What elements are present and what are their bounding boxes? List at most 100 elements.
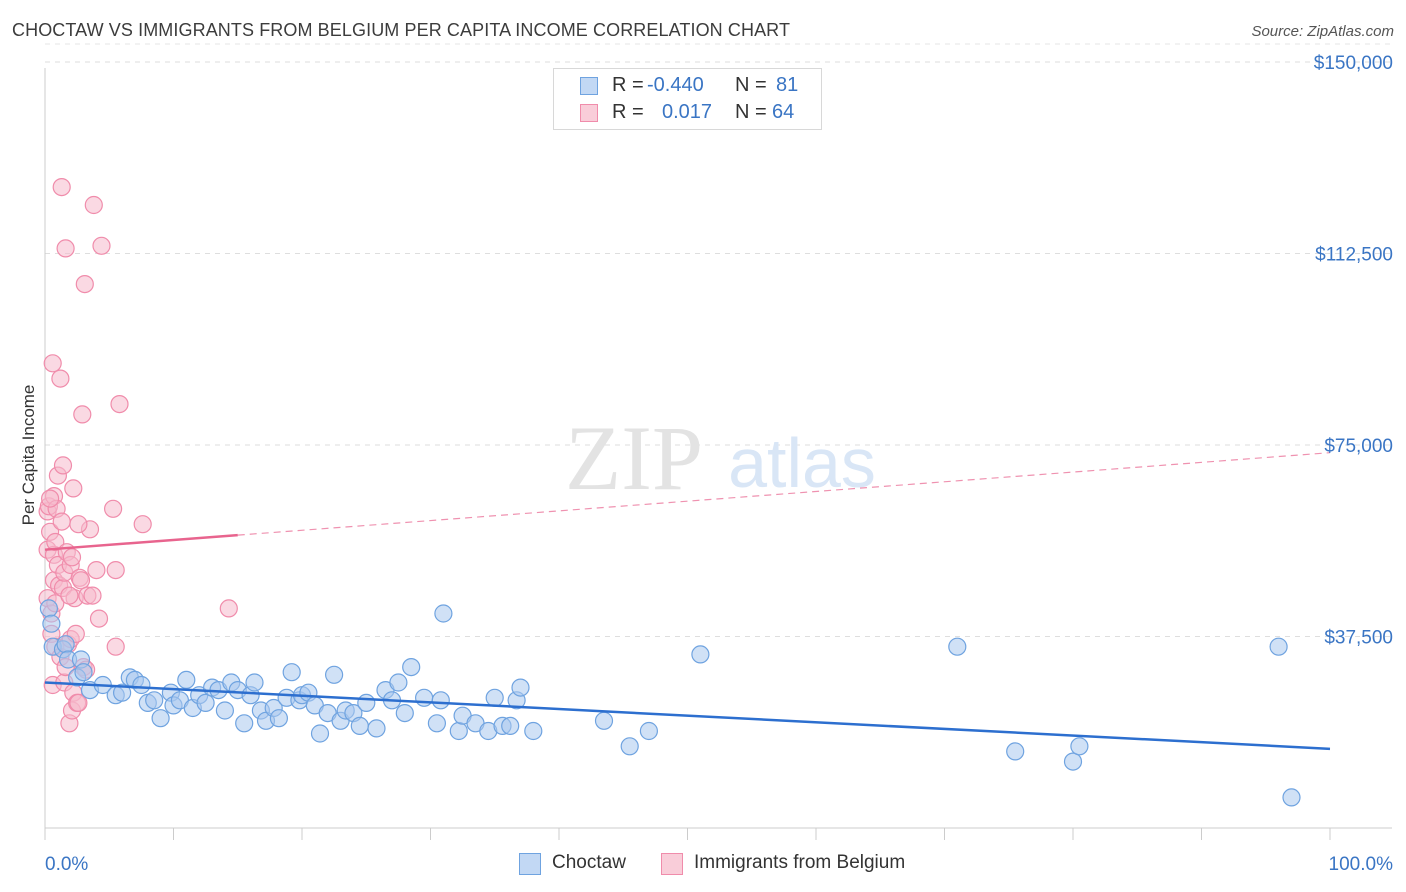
choctaw-point xyxy=(145,691,164,710)
belgium-point xyxy=(106,637,125,656)
chart-title: CHOCTAW VS IMMIGRANTS FROM BELGIUM PER C… xyxy=(12,20,791,40)
choctaw-point xyxy=(177,670,196,690)
choctaw-point xyxy=(691,645,710,664)
choctaw-point xyxy=(269,709,288,728)
watermark-logo: ZIP atlas xyxy=(565,407,876,509)
stats-r-label: R = xyxy=(612,74,644,96)
trend-line-solid xyxy=(44,681,1331,751)
choctaw-point xyxy=(1269,637,1288,656)
choctaw-point xyxy=(245,673,264,692)
choctaw-point xyxy=(235,714,254,733)
belgium-point xyxy=(71,571,91,590)
choctaw-point xyxy=(485,688,504,707)
choctaw-point xyxy=(524,721,543,741)
choctaw-point xyxy=(56,635,75,654)
legend-swatch-belgium xyxy=(661,853,683,875)
choctaw-point xyxy=(132,675,151,695)
choctaw-point xyxy=(415,688,434,707)
stats-r-value: -0.440 xyxy=(647,74,704,96)
belgium-point xyxy=(52,178,71,197)
choctaw-point xyxy=(1070,737,1089,756)
choctaw-point xyxy=(325,665,344,684)
choctaw-point xyxy=(1006,742,1025,761)
belgium-point xyxy=(106,560,125,580)
belgium-point xyxy=(69,515,88,534)
belgium-point xyxy=(133,515,152,534)
y-axis-label: Per Capita Income xyxy=(19,384,38,526)
belgium-point xyxy=(103,499,123,518)
trend-line-dashed xyxy=(237,452,1331,536)
choctaw-point xyxy=(39,599,59,618)
choctaw-point xyxy=(74,663,93,682)
choctaw-point xyxy=(434,604,453,623)
belgium-point xyxy=(89,609,109,628)
choctaw-point xyxy=(196,693,215,713)
belgium-point xyxy=(53,456,73,475)
belgium-point xyxy=(73,405,92,424)
belgium-point xyxy=(64,479,83,498)
choctaw-point xyxy=(42,614,61,633)
belgium-point xyxy=(87,560,106,580)
stats-row-belgium: R = 0.017 N = 64 xyxy=(554,101,821,127)
choctaw-point xyxy=(402,657,421,677)
choctaw-point xyxy=(1282,788,1301,807)
stats-box: R = -0.440 N = 81 R = 0.017 N = 64 xyxy=(553,68,822,130)
choctaw-point xyxy=(151,709,170,728)
stats-swatch-choctaw xyxy=(580,77,598,95)
x-tick-labels: 0.0% 100.0% xyxy=(45,854,1393,875)
y-tick-label: $37,500 xyxy=(1324,628,1393,649)
stats-r-label: R = xyxy=(612,101,644,123)
choctaw-point xyxy=(367,719,386,738)
choctaw-point xyxy=(449,721,468,741)
x-tick-label: 100.0% xyxy=(1329,854,1394,875)
trend-line-solid xyxy=(44,533,238,551)
stats-swatch-belgium xyxy=(580,104,598,122)
belgium-point xyxy=(92,236,111,255)
legend-label-choctaw: Choctaw xyxy=(552,852,626,873)
y-tick-labels: $37,500 $75,000 $112,500 $150,000 xyxy=(1314,53,1393,649)
legend: Choctaw Immigrants from Belgium xyxy=(0,851,1406,877)
choctaw-point xyxy=(215,701,234,720)
series-choctaw xyxy=(39,599,1301,807)
belgium-point xyxy=(40,489,60,508)
belgium-point xyxy=(62,548,82,567)
belgium-point xyxy=(46,532,65,552)
belgium-point xyxy=(83,586,102,605)
belgium-point xyxy=(60,586,79,605)
y-tick-label: $150,000 xyxy=(1314,53,1393,74)
stats-n-label: N = xyxy=(735,74,767,96)
belgium-point xyxy=(219,599,238,618)
belgium-point xyxy=(75,275,94,294)
watermark-zip: ZIP xyxy=(565,407,703,509)
choctaw-point xyxy=(112,683,132,702)
choctaw-point xyxy=(948,637,967,656)
belgium-point xyxy=(43,354,62,373)
axes xyxy=(44,68,1392,840)
choctaw-point xyxy=(389,673,408,692)
choctaw-point xyxy=(1063,752,1083,771)
choctaw-point xyxy=(310,724,330,743)
choctaw-point xyxy=(395,703,414,723)
stats-n-value: 64 xyxy=(772,101,795,123)
belgium-point xyxy=(51,369,70,388)
choctaw-point xyxy=(427,714,446,733)
choctaw-point xyxy=(431,691,450,710)
belgium-point xyxy=(52,512,71,531)
watermark-atlas: atlas xyxy=(728,424,876,502)
choctaw-point xyxy=(282,663,301,682)
y-tick-label: $112,500 xyxy=(1315,245,1393,266)
stats-n-value: 81 xyxy=(776,74,799,96)
stats-r-value: 0.017 xyxy=(662,101,713,123)
trend-lines xyxy=(44,452,1331,751)
choctaw-point xyxy=(350,716,369,736)
legend-swatch-choctaw xyxy=(519,853,541,875)
source-label: Source: ZipAtlas.com xyxy=(1251,23,1394,40)
choctaw-point xyxy=(511,678,530,697)
choctaw-point xyxy=(501,716,520,736)
choctaw-point xyxy=(357,693,376,713)
stats-n-label: N = xyxy=(735,101,767,123)
choctaw-point xyxy=(639,721,659,741)
belgium-point xyxy=(110,395,129,414)
belgium-point xyxy=(56,239,75,258)
